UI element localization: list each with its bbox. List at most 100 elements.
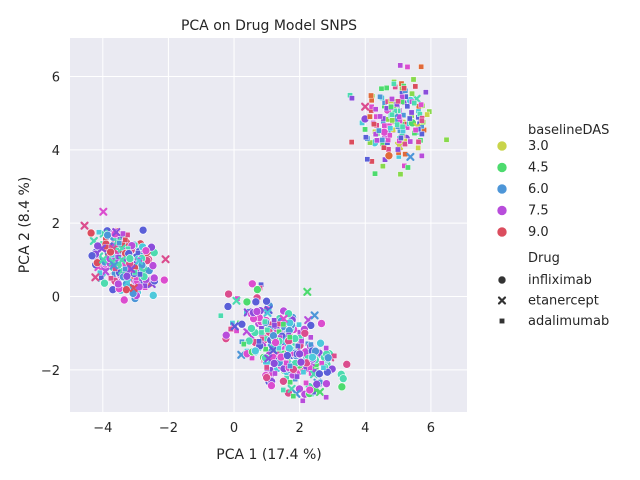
data-point bbox=[380, 163, 386, 169]
legend-style-label: etanercept bbox=[528, 294, 599, 309]
data-point bbox=[296, 357, 306, 367]
data-point bbox=[361, 102, 370, 111]
data-point bbox=[137, 271, 143, 278]
data-point bbox=[378, 85, 385, 92]
data-point bbox=[412, 127, 419, 133]
data-point bbox=[320, 364, 327, 371]
data-point bbox=[247, 324, 256, 333]
data-point bbox=[408, 109, 415, 116]
legend-hue-label: 9.0 bbox=[528, 225, 549, 240]
data-point bbox=[218, 312, 224, 319]
data-point bbox=[253, 285, 262, 294]
data-point bbox=[280, 321, 287, 328]
legend-style-entries: infliximab etanercept adalimumab bbox=[497, 273, 609, 329]
data-point bbox=[149, 273, 159, 283]
data-point bbox=[395, 146, 401, 153]
data-point bbox=[405, 164, 411, 171]
data-point bbox=[295, 384, 304, 394]
data-point bbox=[271, 338, 280, 347]
data-point bbox=[100, 278, 109, 288]
data-point bbox=[377, 93, 383, 100]
data-point bbox=[134, 256, 144, 265]
x-axis-label: PCA 1 (17.4 %) bbox=[216, 447, 321, 463]
data-point bbox=[402, 141, 408, 147]
y-tick-label: −2 bbox=[41, 364, 60, 379]
legend: baselineDAS 3.0 4.5 6.0 7.5 9.0 Drug inflixi… bbox=[496, 123, 609, 329]
x-tick-labels: −4 −2 0 2 4 6 bbox=[93, 421, 435, 436]
legend-hue-label: 7.5 bbox=[528, 204, 549, 219]
data-point bbox=[263, 308, 272, 317]
data-point bbox=[87, 251, 97, 261]
data-point bbox=[317, 319, 326, 328]
data-point bbox=[262, 346, 269, 352]
legend-style-marker bbox=[497, 296, 507, 305]
data-point bbox=[141, 246, 151, 256]
data-point bbox=[119, 295, 129, 305]
data-point bbox=[395, 98, 401, 105]
data-point bbox=[388, 103, 394, 110]
data-point bbox=[394, 121, 400, 128]
chart-title: PCA on Drug Model SNPS bbox=[181, 18, 357, 34]
data-point bbox=[419, 117, 425, 124]
data-point bbox=[299, 397, 306, 404]
data-point bbox=[122, 266, 128, 272]
data-point bbox=[399, 123, 406, 130]
data-point bbox=[287, 363, 293, 369]
data-point bbox=[398, 135, 404, 141]
y-tick-label: 4 bbox=[52, 144, 60, 159]
data-point bbox=[401, 85, 407, 92]
data-point bbox=[247, 279, 257, 289]
data-point bbox=[418, 101, 424, 108]
data-point bbox=[286, 334, 293, 341]
data-point bbox=[389, 111, 395, 118]
data-point bbox=[296, 321, 302, 328]
legend-hue-label: 4.5 bbox=[528, 161, 549, 176]
data-point bbox=[221, 330, 231, 340]
data-point bbox=[271, 322, 278, 329]
scatter-points bbox=[80, 62, 450, 404]
x-tick-label: 0 bbox=[230, 421, 238, 436]
data-point bbox=[284, 344, 294, 353]
legend-hue-swatch bbox=[496, 162, 508, 173]
data-point bbox=[407, 138, 414, 145]
data-point bbox=[294, 373, 300, 380]
data-point bbox=[310, 311, 319, 320]
data-point bbox=[410, 76, 417, 83]
data-point bbox=[374, 137, 380, 144]
data-point bbox=[397, 171, 404, 178]
data-point bbox=[287, 379, 293, 386]
data-point bbox=[99, 207, 108, 216]
data-point bbox=[404, 103, 411, 110]
data-point bbox=[108, 275, 114, 282]
data-point bbox=[424, 111, 430, 118]
data-point bbox=[237, 319, 247, 329]
y-tick-label: 6 bbox=[52, 71, 60, 86]
data-point bbox=[267, 381, 276, 390]
data-point bbox=[230, 322, 239, 331]
data-point bbox=[295, 343, 301, 349]
data-point bbox=[415, 139, 422, 145]
data-point bbox=[312, 379, 322, 389]
data-point bbox=[271, 317, 277, 324]
data-point bbox=[123, 278, 132, 287]
data-point bbox=[323, 353, 333, 363]
data-point bbox=[418, 63, 424, 70]
legend-hue-swatch bbox=[496, 226, 508, 238]
data-point bbox=[80, 221, 89, 230]
data-point bbox=[364, 156, 371, 163]
data-point bbox=[383, 85, 390, 91]
data-point bbox=[269, 346, 278, 355]
y-tick-labels: −2 0 2 4 6 bbox=[41, 71, 60, 379]
legend-hue-swatch bbox=[496, 205, 508, 216]
data-point bbox=[272, 370, 278, 377]
data-point bbox=[367, 113, 373, 120]
data-point bbox=[120, 230, 126, 237]
data-point bbox=[224, 289, 233, 299]
data-point bbox=[384, 151, 394, 161]
data-point bbox=[409, 90, 415, 97]
data-point bbox=[419, 153, 425, 159]
data-point bbox=[290, 393, 297, 399]
data-point bbox=[300, 369, 307, 376]
data-point bbox=[295, 349, 304, 359]
